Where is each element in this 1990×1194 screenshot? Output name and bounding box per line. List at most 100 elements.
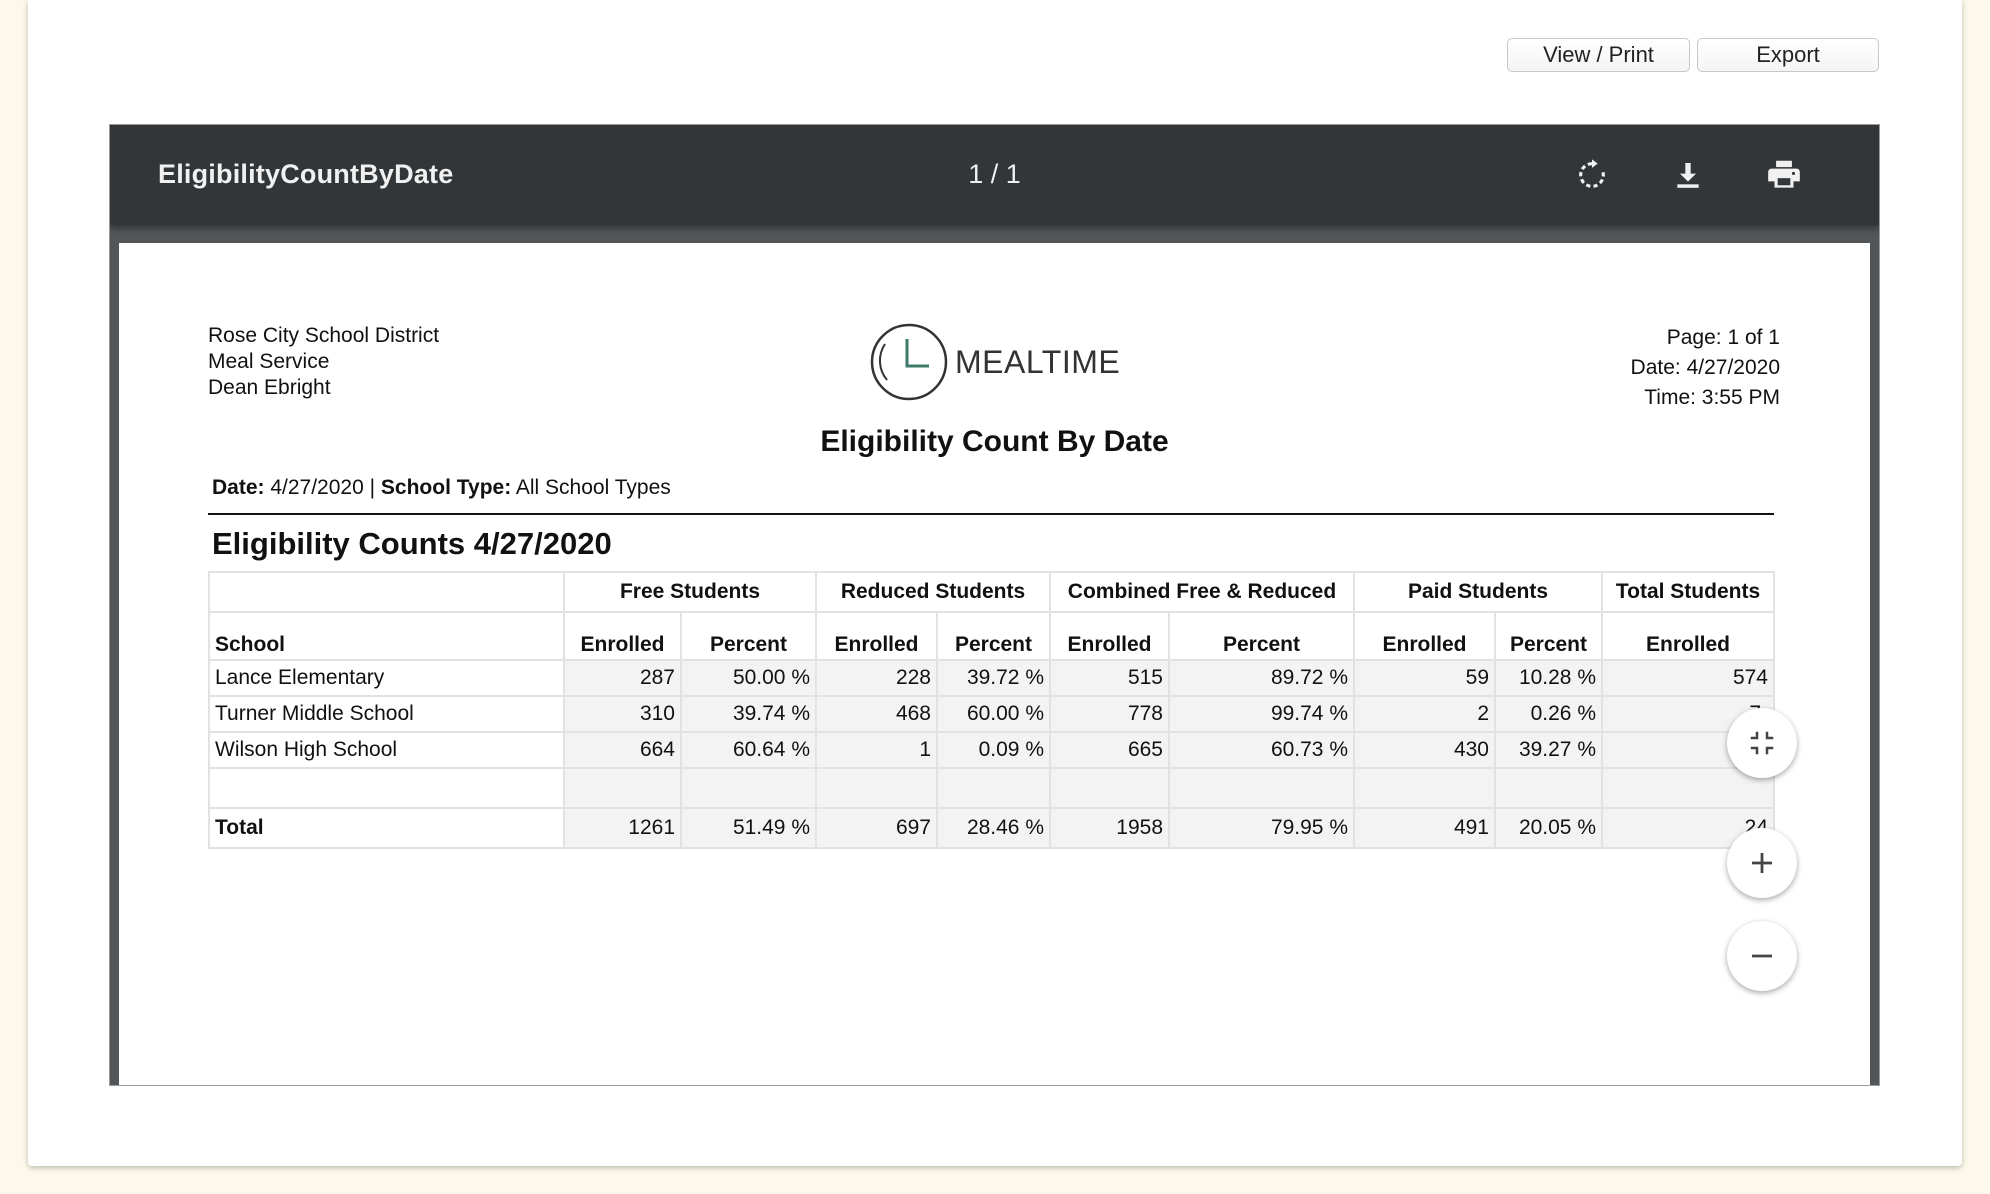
table-cell: 1 bbox=[815, 731, 938, 769]
school-cell: Lance Elementary bbox=[208, 659, 565, 697]
download-icon[interactable] bbox=[1666, 153, 1710, 197]
date-filter-value: 4/27/2020 | bbox=[264, 476, 381, 499]
page-info: Page: 1 of 1 bbox=[1666, 326, 1780, 349]
table-cell: 0.09 % bbox=[936, 731, 1051, 769]
rotate-icon[interactable] bbox=[1570, 153, 1614, 197]
report-page: Rose City School District Meal Service D… bbox=[119, 243, 1870, 1085]
pdf-viewer: EligibilityCountByDate 1 / 1 Rose City S… bbox=[109, 124, 1880, 1086]
table-cell: 287 bbox=[563, 659, 682, 697]
group-header: Paid Students bbox=[1353, 571, 1603, 613]
table-cell bbox=[1353, 767, 1496, 809]
table-cell: 1958 bbox=[1049, 807, 1170, 849]
table-row: Turner Middle School 310 39.74 % 468 60.… bbox=[208, 695, 1775, 733]
table-cell: 697 bbox=[815, 807, 938, 849]
table-cell bbox=[815, 767, 938, 809]
table-row: Lance Elementary 287 50.00 % 228 39.72 %… bbox=[208, 659, 1775, 697]
table-cell: 491 bbox=[1353, 807, 1496, 849]
group-header-row: Free Students Reduced Students Combined … bbox=[208, 571, 1775, 613]
table-cell: 99.74 % bbox=[1168, 695, 1355, 733]
view-print-button[interactable]: View / Print bbox=[1507, 38, 1690, 72]
table-cell: 10.28 % bbox=[1494, 659, 1603, 697]
time-info: Time: 3:55 PM bbox=[1644, 386, 1780, 409]
column-header: Enrolled bbox=[1049, 611, 1170, 661]
table-cell: 430 bbox=[1353, 731, 1496, 769]
document-title: EligibilityCountByDate bbox=[158, 159, 454, 189]
column-header: Enrolled bbox=[1601, 611, 1775, 661]
date-filter-label: Date: bbox=[212, 476, 265, 499]
district-name: Rose City School District bbox=[208, 324, 440, 347]
table-cell bbox=[936, 767, 1051, 809]
table-cell: 310 bbox=[563, 695, 682, 733]
table-cell: 1261 bbox=[563, 807, 682, 849]
school-cell: Wilson High School bbox=[208, 731, 565, 769]
table-cell: 778 bbox=[1049, 695, 1170, 733]
header-cell bbox=[208, 571, 565, 613]
group-header: Total Students bbox=[1601, 571, 1775, 613]
blank-row bbox=[208, 767, 1775, 809]
report-meta: Page: 1 of 1 Date: 4/27/2020 Time: 3:55 … bbox=[1631, 323, 1780, 413]
school-type-label: School Type: bbox=[380, 476, 512, 499]
zoom-in-button[interactable] bbox=[1727, 828, 1797, 898]
table-cell bbox=[1494, 767, 1603, 809]
column-header-row: School Enrolled Percent Enrolled Percent… bbox=[208, 611, 1775, 661]
user-name: Dean Ebright bbox=[208, 376, 331, 399]
table-cell: 50.00 % bbox=[680, 659, 817, 697]
table-cell bbox=[563, 767, 682, 809]
export-button[interactable]: Export bbox=[1697, 38, 1879, 72]
mealtime-logo: MEALTIME bbox=[869, 321, 1120, 403]
table-cell: 89.72 % bbox=[1168, 659, 1355, 697]
zoom-out-icon bbox=[1752, 954, 1772, 958]
column-header: Enrolled bbox=[815, 611, 938, 661]
table-cell: 20.05 % bbox=[1494, 807, 1603, 849]
eligibility-table: Free Students Reduced Students Combined … bbox=[208, 571, 1775, 849]
group-header: Free Students bbox=[563, 571, 817, 613]
report-title: Eligibility Count By Date bbox=[820, 425, 1169, 458]
table-cell: 665 bbox=[1049, 731, 1170, 769]
clock-icon bbox=[870, 323, 948, 401]
date-info: Date: 4/27/2020 bbox=[1630, 356, 1780, 379]
table-cell: 664 bbox=[563, 731, 682, 769]
column-header: Percent bbox=[680, 611, 817, 661]
table-cell: 574 bbox=[1601, 659, 1775, 697]
table-cell: 39.72 % bbox=[936, 659, 1051, 697]
zoom-out-button[interactable] bbox=[1727, 921, 1797, 991]
column-header: Percent bbox=[1494, 611, 1603, 661]
pdf-toolbar: EligibilityCountByDate 1 / 1 bbox=[110, 125, 1879, 225]
table-cell: 51.49 % bbox=[680, 807, 817, 849]
table-cell bbox=[680, 767, 817, 809]
filter-summary: Date: 4/27/2020 | School Type: All Schoo… bbox=[212, 476, 671, 500]
logo-text: MEALTIME bbox=[955, 343, 1121, 380]
table-cell: 79.95 % bbox=[1168, 807, 1355, 849]
column-header: Enrolled bbox=[1353, 611, 1496, 661]
zoom-in-icon bbox=[1752, 853, 1772, 873]
org-info: Rose City School District Meal Service D… bbox=[208, 323, 439, 401]
total-label: Total bbox=[208, 807, 565, 849]
total-row: Total 1261 51.49 % 697 28.46 % 1958 79.9… bbox=[208, 807, 1775, 849]
table-cell: 515 bbox=[1049, 659, 1170, 697]
column-header: Enrolled bbox=[563, 611, 682, 661]
table-cell: 2 bbox=[1353, 695, 1496, 733]
department-name: Meal Service bbox=[208, 350, 330, 373]
table-cell: 39.74 % bbox=[680, 695, 817, 733]
group-header: Reduced Students bbox=[815, 571, 1051, 613]
table-cell: 468 bbox=[815, 695, 938, 733]
section-title: Eligibility Counts 4/27/2020 bbox=[212, 526, 612, 561]
table-cell: 60.64 % bbox=[680, 731, 817, 769]
column-header: Percent bbox=[1168, 611, 1355, 661]
table-cell: 0.26 % bbox=[1494, 695, 1603, 733]
column-header: School bbox=[208, 611, 565, 661]
table-cell: 60.00 % bbox=[936, 695, 1051, 733]
table-cell: 24 bbox=[1601, 807, 1775, 849]
divider bbox=[208, 513, 1774, 515]
print-icon[interactable] bbox=[1762, 153, 1806, 197]
table-cell bbox=[208, 767, 565, 809]
fit-page-button[interactable] bbox=[1727, 708, 1797, 778]
school-cell: Turner Middle School bbox=[208, 695, 565, 733]
table-cell bbox=[1049, 767, 1170, 809]
table-cell: 59 bbox=[1353, 659, 1496, 697]
table-cell: 28.46 % bbox=[936, 807, 1051, 849]
school-type-value: All School Types bbox=[511, 476, 671, 499]
table-cell: 228 bbox=[815, 659, 938, 697]
table-cell: 60.73 % bbox=[1168, 731, 1355, 769]
group-header: Combined Free & Reduced bbox=[1049, 571, 1355, 613]
